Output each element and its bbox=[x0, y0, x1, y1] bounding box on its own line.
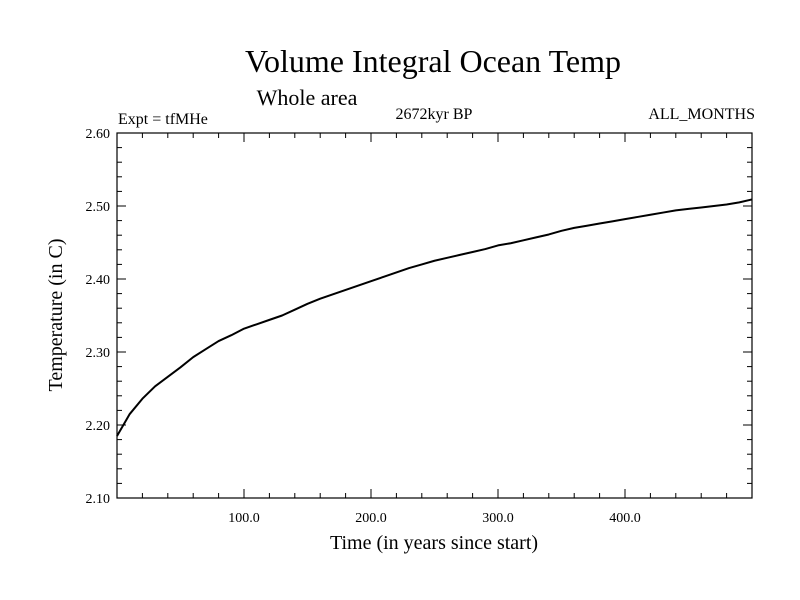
tick-labels: 2.10 2.20 2.30 2.40 2.50 2.60 100.0 200.0 300.0 4… bbox=[86, 127, 641, 526]
y-axis-label: Temperature (in C) bbox=[45, 239, 67, 392]
y-tick-label: 2.20 bbox=[86, 419, 111, 434]
y-tick-label: 2.50 bbox=[86, 200, 111, 215]
y-tick-label: 2.40 bbox=[86, 273, 111, 288]
x-tick-label: 100.0 bbox=[228, 511, 260, 526]
x-axis-label: Time (in years since start) bbox=[330, 532, 538, 554]
series-line bbox=[116, 198, 753, 437]
x-tick-label: 400.0 bbox=[609, 511, 641, 526]
y-tick-label: 2.30 bbox=[86, 346, 111, 361]
x-tick-label: 300.0 bbox=[482, 511, 514, 526]
months-label: ALL_MONTHS bbox=[648, 106, 755, 123]
axis-ticks bbox=[117, 132, 752, 499]
plot-frame bbox=[116, 132, 753, 499]
experiment-label: Expt = tfMHe bbox=[118, 111, 208, 128]
x-tick-label: 200.0 bbox=[355, 511, 387, 526]
y-tick-label: 2.60 bbox=[86, 127, 111, 142]
chart-subtitle: Whole area bbox=[257, 85, 358, 110]
y-tick-label: 2.10 bbox=[86, 492, 111, 507]
series-layer bbox=[116, 198, 753, 437]
chart-title: Volume Integral Ocean Temp bbox=[245, 43, 621, 79]
period-label: 2672kyr BP bbox=[396, 106, 473, 123]
